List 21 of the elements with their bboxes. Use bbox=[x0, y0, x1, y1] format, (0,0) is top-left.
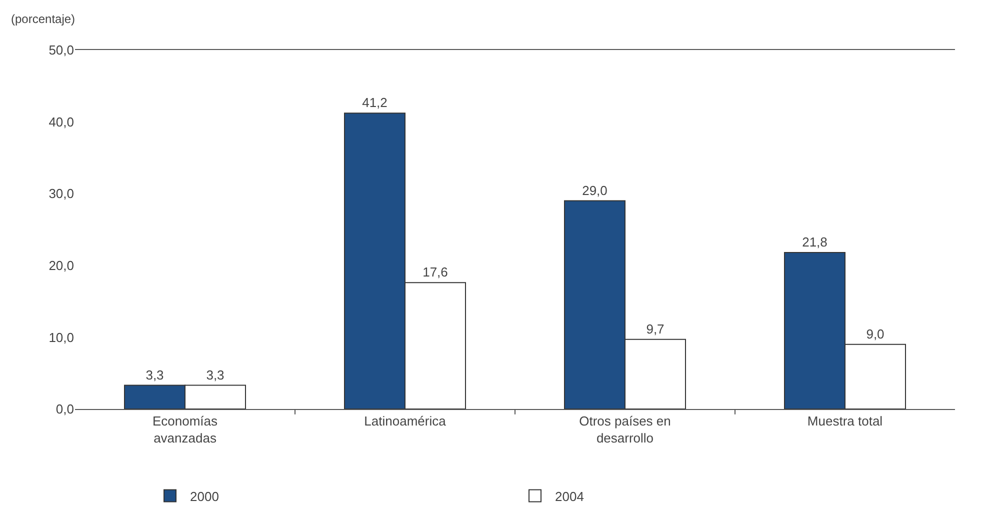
x-tick-label: Muestra total bbox=[807, 414, 883, 429]
x-tick-label: Economías avanzadas bbox=[152, 414, 218, 446]
legend-label: 2004 bbox=[555, 488, 584, 504]
x-tick-label: Otros países en desarrollo bbox=[579, 414, 671, 446]
data-label: 17,6 bbox=[422, 264, 448, 280]
data-label: 29,0 bbox=[582, 182, 608, 198]
x-tick-label: Latinoamérica bbox=[364, 414, 447, 429]
y-tick-label: 40,0 bbox=[48, 114, 74, 130]
legend-label: 2000 bbox=[190, 488, 219, 504]
y-axis-title: (porcentaje) bbox=[11, 12, 76, 26]
data-label: 3,3 bbox=[206, 367, 224, 382]
data-label: 9,0 bbox=[866, 326, 884, 342]
y-tick-label: 0,0 bbox=[56, 402, 74, 417]
y-tick-label: 20,0 bbox=[48, 258, 74, 273]
data-label: 21,8 bbox=[802, 234, 828, 250]
data-label: 3,3 bbox=[146, 367, 164, 382]
data-label: 9,7 bbox=[646, 321, 664, 336]
y-tick-label: 10,0 bbox=[48, 330, 74, 345]
y-tick-label: 50,0 bbox=[48, 42, 74, 58]
data-label: 41,2 bbox=[362, 95, 388, 110]
y-tick-label: 30,0 bbox=[48, 186, 74, 202]
